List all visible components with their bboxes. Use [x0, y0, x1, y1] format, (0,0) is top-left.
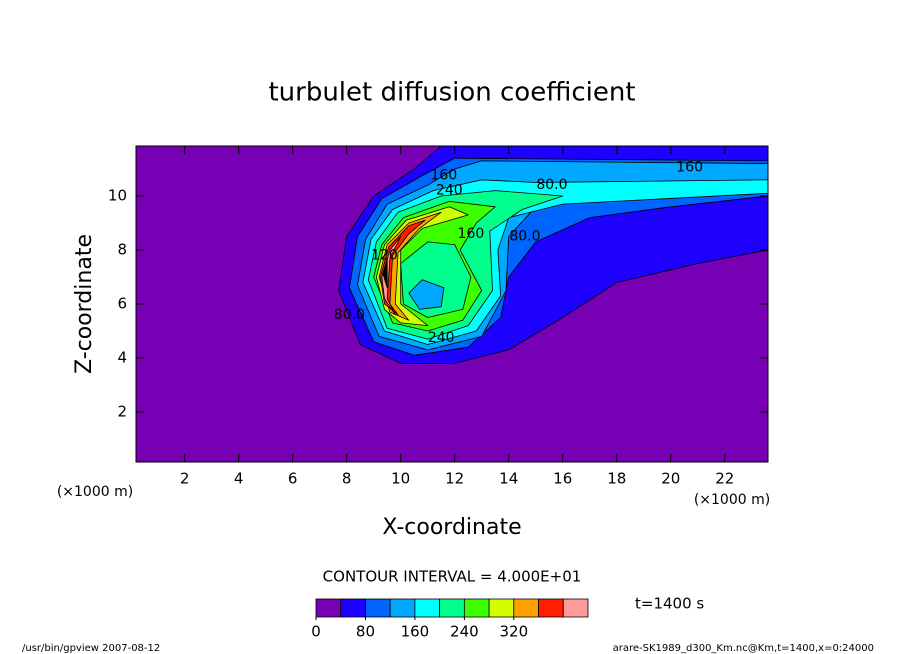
colorbar-tick-label: 80: [356, 623, 375, 641]
contour-region: [378, 211, 442, 321]
colorbar-box: [513, 598, 539, 618]
colorbar-box: [538, 598, 564, 618]
colorbar-box: [365, 598, 391, 618]
x-tick-label: 20: [661, 470, 680, 488]
x-tick-label: 8: [342, 470, 352, 488]
time-label: t=1400 s: [635, 595, 704, 613]
colorbar-box: [340, 598, 366, 618]
colorbar-tick-label: 240: [450, 623, 479, 641]
x-tick-label: 4: [234, 470, 244, 488]
x-tick-label: 12: [445, 470, 464, 488]
x-tick-label: 22: [715, 470, 734, 488]
x-unit: (×1000 m): [694, 492, 770, 508]
contour-label: 120: [371, 247, 398, 263]
x-tick-label: 6: [288, 470, 298, 488]
chart-title: turbulet diffusion coefficient: [268, 78, 635, 108]
contour-region: [408, 279, 445, 310]
footer-left: /usr/bin/gpview 2007-08-12: [22, 643, 160, 654]
x-tick-label: 16: [553, 470, 572, 488]
contour-label: 80.0: [334, 307, 365, 323]
y-tick-label: 2: [117, 403, 127, 421]
x-axis-label: X-coordinate: [382, 515, 521, 540]
footer-right: arare-SK1989_d300_Km.nc@Km,t=1400,x=0:24…: [613, 643, 874, 654]
contour-region: [381, 236, 402, 316]
colorbar-box: [414, 598, 441, 618]
colorbar-tick-label: 0: [311, 623, 321, 641]
y-axis-label: Z-coordinate: [72, 234, 97, 374]
colorbar-tick-label: 320: [499, 623, 528, 641]
y-tick-label: 6: [117, 295, 127, 313]
x-tick-label: 14: [499, 470, 518, 488]
y-tick-label: 4: [117, 349, 127, 367]
colorbar-box: [439, 598, 465, 618]
contour-label: 240: [428, 330, 455, 346]
colorbar-box: [488, 598, 515, 618]
colorbar-tick-label: 160: [401, 623, 430, 641]
contour-label: 160: [676, 160, 703, 176]
contour-label: 80.0: [536, 177, 567, 193]
y-unit: (×1000 m): [57, 484, 133, 500]
x-tick-label: 18: [607, 470, 626, 488]
colorbar-box: [463, 598, 490, 618]
contour-label: 160: [431, 168, 458, 184]
y-tick-label: 8: [117, 240, 127, 258]
colorbar-box: [389, 598, 416, 618]
contour-label: 160: [458, 226, 485, 242]
contour-region: [382, 257, 388, 289]
x-tick-label: 10: [391, 470, 410, 488]
colorbar-box: [315, 598, 342, 618]
colorbar-box: [562, 598, 589, 618]
x-tick-label: 2: [180, 470, 190, 488]
y-tick-label: 10: [108, 186, 127, 204]
contour-label: 240: [436, 183, 463, 199]
contour-label: 80.0: [509, 228, 540, 244]
contour-interval: CONTOUR INTERVAL = 4.000E+01: [323, 568, 582, 586]
